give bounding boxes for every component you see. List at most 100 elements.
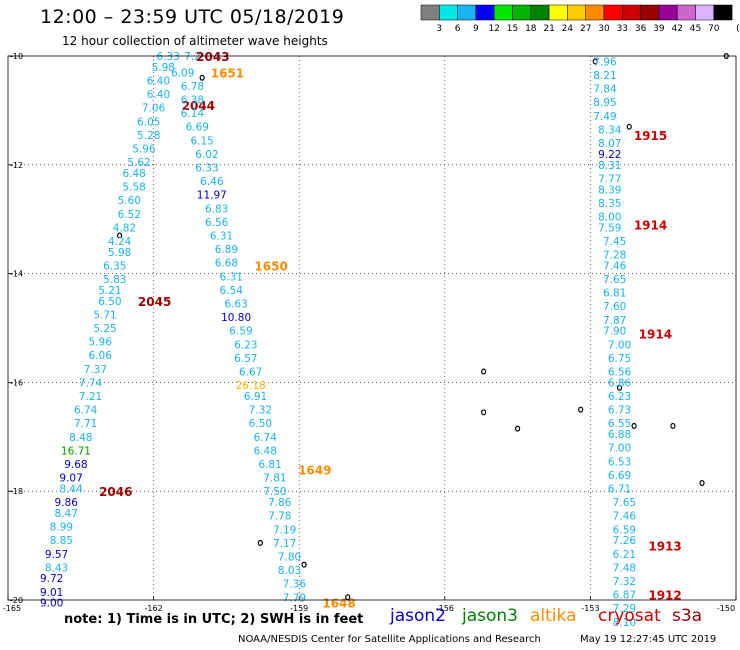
colorbar-tick-label: 18	[525, 24, 537, 34]
wave-height-label: 6.52	[118, 209, 141, 221]
wave-height-label: 6.75	[608, 353, 631, 365]
wave-height-label: 6.55	[608, 418, 631, 430]
colorbar-unit: (ft)	[736, 24, 740, 34]
wave-height-label: 8.95	[593, 97, 616, 109]
wave-height-label: 6.57	[234, 353, 257, 365]
y-tick-label: -18	[10, 487, 23, 496]
wave-height-label: 7.78	[268, 511, 291, 523]
wave-height-label: 7.2	[184, 51, 201, 63]
wave-height-label: 6.06	[89, 350, 113, 362]
wave-height-label: 6.59	[613, 524, 636, 536]
colorbar-tick-label: 33	[617, 24, 628, 34]
colorbar-swatch	[493, 4, 513, 21]
wave-height-label: 6.88	[608, 429, 631, 441]
wave-height-label: 6.35	[103, 260, 126, 272]
wave-height-label: 7.49	[593, 111, 616, 123]
colorbar-swatch	[530, 4, 550, 21]
wave-height-label: 9.07	[59, 473, 82, 485]
wave-height-label: 7.36	[283, 579, 307, 591]
wave-height-label: 7.74	[79, 377, 103, 389]
wave-height-label: 5.98	[108, 247, 131, 259]
wave-height-label: 7.59	[598, 222, 621, 234]
colorbar-swatch	[439, 4, 458, 21]
wave-height-label: 6.81	[603, 288, 626, 300]
wave-height-label: 9.68	[64, 459, 87, 471]
colorbar-swatch	[548, 4, 568, 21]
grid-layer	[8, 56, 736, 600]
track-altika-middle: 6.09 6.78 6.386.14 6.696.15 6.02 6.336.46 11.9…	[171, 66, 356, 610]
wave-height-label: 5.58	[122, 182, 145, 194]
wave-height-label: 5.28	[137, 130, 160, 142]
pass-time-label: 1914	[634, 219, 667, 233]
wave-height-label: 6.48	[122, 168, 145, 180]
pass-time-label: 1648	[322, 597, 355, 611]
wave-height-label: 7.00	[608, 443, 631, 455]
colorbar-tick-label: 45	[690, 24, 701, 34]
wave-height-label: 9.72	[40, 573, 63, 585]
wave-height-label: 7.65	[603, 274, 626, 286]
wave-height-label: 6.40	[147, 75, 170, 87]
wave-height-label: 6.48	[254, 445, 277, 457]
colorbar-tick-label: 30	[598, 24, 610, 34]
wave-height-label: 6.56	[608, 367, 632, 379]
pass-time-label: 2045	[138, 295, 171, 309]
wave-height-label: 7.28	[603, 250, 626, 262]
legend-cryosat: cryosat	[598, 606, 661, 626]
track-layer: 6.33 7.25.986.406.407.066.055.285.965.626…	[40, 50, 682, 629]
colorbar-swatch	[622, 4, 641, 21]
colorbar-swatch	[603, 4, 623, 21]
wave-height-label: 6.31	[220, 271, 243, 283]
wave-height-label: 8.21	[593, 70, 616, 82]
legend-s3a: s3a	[672, 606, 703, 626]
wave-height-label: 10.80	[221, 312, 251, 324]
legend-jason2: jason2	[390, 606, 446, 626]
wave-height-label: 5.96	[132, 143, 156, 155]
wave-height-label: 7.96	[593, 56, 617, 68]
colorbar-tick-label: 9	[473, 24, 479, 34]
island-outline	[199, 74, 205, 81]
colorbar-tick-label: 24	[562, 24, 574, 34]
wave-height-label: 6.23	[234, 339, 257, 351]
legend-altika: altika	[530, 606, 577, 626]
wave-height-label: 9.22	[598, 149, 621, 161]
wave-height-label: 8.99	[50, 522, 73, 534]
wave-height-label: 16.71	[61, 445, 91, 457]
colorbar-tick-label: 42	[671, 24, 682, 34]
wave-height-label: 8.10	[613, 617, 636, 629]
island-outline	[481, 409, 487, 416]
colorbar-swatch	[512, 4, 532, 21]
wave-height-label: 5.60	[118, 195, 141, 207]
wave-height-label: 5.96	[89, 337, 113, 349]
wave-height-label: 7.87	[603, 315, 626, 327]
wave-height-label: 26.18	[236, 380, 266, 392]
island-outline	[257, 539, 263, 546]
wave-height-label: 7.19	[273, 524, 296, 536]
chart-title: 12:00 – 23:59 UTC 05/18/2019	[40, 6, 345, 28]
colorbar-tick-label: 36	[635, 24, 647, 34]
island-outline	[592, 58, 598, 65]
wave-height-label: 6.56	[205, 217, 229, 229]
island-outline	[514, 425, 521, 432]
wave-height-label: 5.71	[93, 309, 116, 321]
pass-time-label: 1912	[648, 589, 681, 603]
wave-height-label: 8.47	[55, 508, 78, 520]
plot-frame	[7, 55, 737, 601]
x-tick-label: -150	[717, 604, 735, 613]
wave-height-label: 6.74	[254, 432, 278, 444]
wave-height-label: 6.86	[608, 377, 632, 389]
wave-height-label: 6.69	[608, 470, 631, 482]
x-tick-label: -153	[581, 604, 599, 613]
pass-time-label: 1651	[211, 66, 244, 80]
colorbar-swatch	[420, 4, 440, 21]
wave-height-label: 6.50	[249, 418, 272, 430]
wave-height-label: 6.23	[608, 391, 631, 403]
wave-height-label: 8.35	[598, 198, 621, 210]
island-outline	[616, 384, 623, 391]
colorbar-tick-label: 15	[507, 24, 518, 34]
colorbar-tick-label: 39	[653, 24, 665, 34]
pass-time-label: 1649	[298, 463, 331, 477]
wave-height-label: 6.81	[258, 459, 281, 471]
x-tick-label: -165	[3, 604, 21, 613]
wave-height-label: 7.60	[603, 301, 626, 313]
